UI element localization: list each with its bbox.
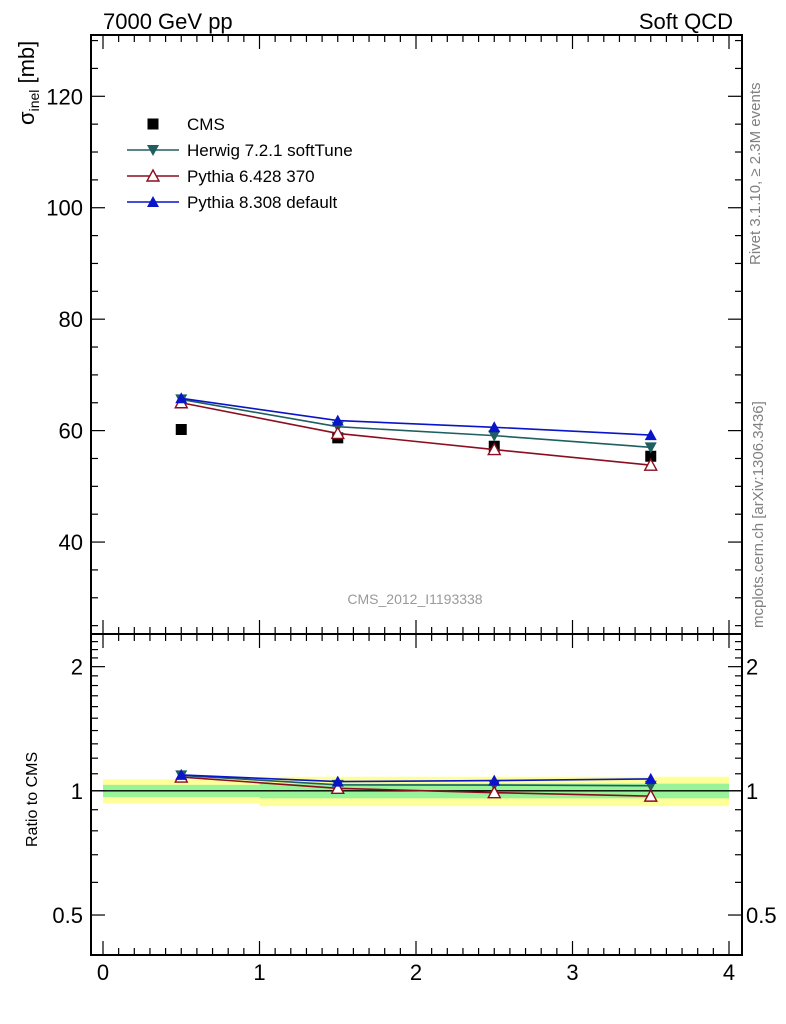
x-tick-label: 3 <box>566 960 578 985</box>
data-point <box>331 414 344 426</box>
x-tick-label: 1 <box>253 960 265 985</box>
legend-marker <box>147 118 159 130</box>
ratio-series-line-2 <box>181 774 651 783</box>
legend-marker <box>147 145 159 156</box>
y-tick-label: 40 <box>59 530 83 555</box>
legend-marker <box>147 196 159 207</box>
ratio-y-tick-label-left: 0.5 <box>52 903 83 928</box>
data-point <box>175 424 187 436</box>
x-tick-label: 2 <box>410 960 422 985</box>
rivet-info-text: Rivet 3.1.10, ≥ 2.3M events <box>747 83 764 266</box>
x-tick-label: 4 <box>723 960 735 985</box>
ratio-data-point <box>487 785 502 799</box>
data-point <box>487 442 502 456</box>
mcplots-info-text: mcplots.cern.ch [arXiv:1306.3436] <box>750 401 767 628</box>
series-line-1 <box>181 398 651 449</box>
ratio-y-tick-label-left: 2 <box>71 655 83 680</box>
legend-label: Pythia 8.308 default <box>187 193 338 212</box>
data-point <box>644 442 657 454</box>
series-line-3 <box>181 397 651 436</box>
ratio-series-line-1 <box>181 776 651 797</box>
header-left: 7000 GeV pp <box>103 9 233 34</box>
y-axis-label: σinel [mb] <box>14 41 42 125</box>
x-tick-label: 0 <box>97 960 109 985</box>
header-right: Soft QCD <box>639 9 733 34</box>
ratio-y-axis-label: Ratio to CMS <box>24 752 41 847</box>
ratio-data-point <box>644 772 657 784</box>
ratio-y-tick-label-left: 1 <box>71 779 83 804</box>
ratio-y-tick-label-right: 2 <box>746 655 758 680</box>
legend-marker <box>145 168 161 182</box>
data-point <box>643 457 658 471</box>
ratio-y-tick-label-right: 1 <box>746 779 758 804</box>
y-tick-label: 80 <box>59 307 83 332</box>
ratio-data-point <box>643 788 658 802</box>
ratio-y-tick-label-right: 0.5 <box>746 903 777 928</box>
legend-label: Pythia 6.428 370 <box>187 167 315 186</box>
ratio-panel: 0.5 0.5 1 1 2 2 0 1 2 3 4 Ratio to CMS <box>24 633 777 985</box>
data-point <box>488 430 501 442</box>
ratio-data-point <box>331 775 344 787</box>
y-tick-label: 60 <box>59 419 83 444</box>
data-point <box>175 392 188 404</box>
legend-label: CMS <box>187 115 225 134</box>
data-point <box>330 425 345 440</box>
y-tick-label: 100 <box>46 196 83 221</box>
legend-label: Herwig 7.2.1 softTune <box>187 141 353 160</box>
ratio-data-point <box>330 780 345 795</box>
ratio-data-point <box>488 774 501 786</box>
series-line-2 <box>181 401 651 466</box>
analysis-watermark: CMS_2012_I1193338 <box>347 591 482 607</box>
data-point <box>644 429 657 441</box>
y-tick-label: 120 <box>46 84 83 109</box>
ratio-data-point <box>175 768 188 780</box>
data-point <box>645 450 657 462</box>
ratio-series-line-0 <box>181 774 651 787</box>
data-point <box>488 421 501 433</box>
